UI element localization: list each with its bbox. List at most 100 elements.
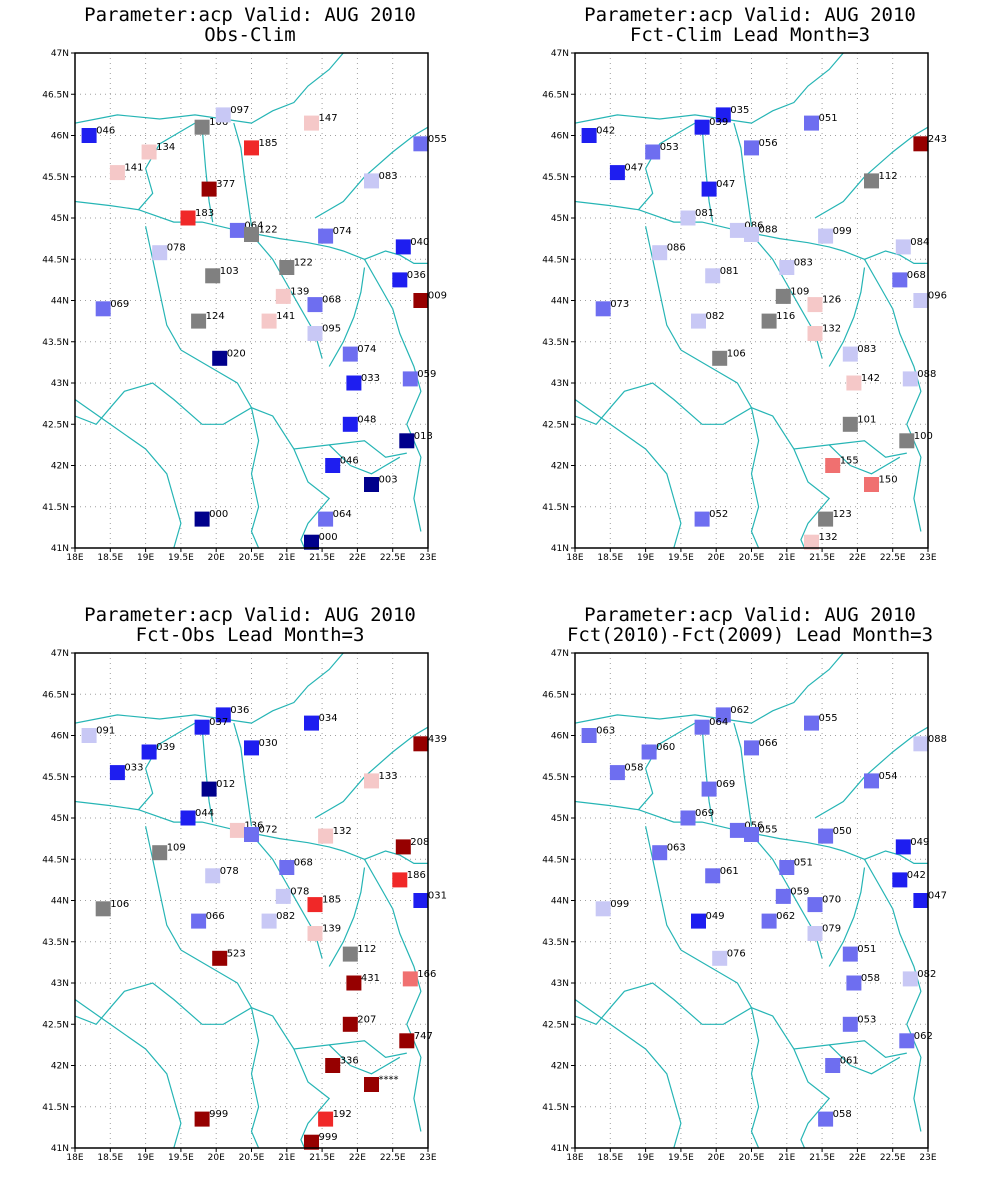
lat-tick-label: 41.5N xyxy=(42,503,69,513)
boundary-line xyxy=(638,209,928,264)
station-label: 132 xyxy=(333,826,352,837)
panel-2-title-line2: Fct-Clim Lead Month=3 xyxy=(629,24,871,46)
station-marker xyxy=(779,260,795,275)
station-label: 046 xyxy=(340,456,359,467)
lat-tick-label: 46.5N xyxy=(42,690,69,700)
station-label: 051 xyxy=(794,858,813,869)
lat-tick-label: 43N xyxy=(51,379,69,389)
station-label: 126 xyxy=(822,295,841,306)
station-marker xyxy=(275,888,291,904)
station-marker xyxy=(180,210,196,226)
station-marker xyxy=(807,326,823,341)
station-label: 063 xyxy=(667,843,686,854)
station-marker xyxy=(691,313,706,329)
boundary-line xyxy=(750,407,760,548)
lon-tick-label: 21.5E xyxy=(809,1153,835,1163)
station-marker xyxy=(109,165,125,181)
boundary-line xyxy=(828,1044,901,1075)
station-label: 078 xyxy=(220,866,239,877)
station-label: 047 xyxy=(716,179,735,190)
station-label: 377 xyxy=(216,179,235,190)
station-label: 439 xyxy=(428,734,447,745)
lat-tick-label: 45.5N xyxy=(542,773,569,783)
lon-tick-label: 21E xyxy=(778,553,795,563)
station-label: 069 xyxy=(695,808,714,819)
station-marker xyxy=(913,736,929,752)
station-marker xyxy=(680,210,696,226)
station-marker xyxy=(902,971,918,987)
boundary-line xyxy=(251,1007,407,1058)
station-label: 074 xyxy=(357,344,376,355)
lat-tick-label: 46N xyxy=(51,732,69,742)
station-label: 082 xyxy=(917,969,936,980)
lon-tick-label: 22.5E xyxy=(880,1153,906,1163)
station-label: 091 xyxy=(96,726,115,737)
station-label: 081 xyxy=(720,266,739,277)
station-marker xyxy=(191,313,207,329)
station-marker xyxy=(392,872,408,888)
lat-tick-label: 44N xyxy=(551,897,569,907)
station-label: 112 xyxy=(879,171,898,182)
boundary-line xyxy=(575,653,844,724)
station-label: 055 xyxy=(759,825,778,836)
station-label: 040 xyxy=(410,237,429,248)
boundary-line xyxy=(814,726,928,819)
station-label: 003 xyxy=(379,475,398,486)
station-marker xyxy=(307,326,323,341)
station-label: 086 xyxy=(667,243,686,254)
lat-tick-label: 43.5N xyxy=(42,938,69,948)
station-label: 122 xyxy=(294,258,313,269)
station-marker xyxy=(180,810,196,826)
station-label: 122 xyxy=(259,225,278,236)
lat-tick-label: 46N xyxy=(551,132,569,142)
lon-tick-label: 21.5E xyxy=(309,1153,335,1163)
station-marker xyxy=(807,926,823,941)
lon-tick-label: 19.5E xyxy=(168,553,194,563)
station-marker xyxy=(729,822,745,838)
station-marker xyxy=(191,913,207,929)
station-marker xyxy=(864,173,879,189)
station-marker xyxy=(705,268,721,284)
lon-tick-label: 19E xyxy=(637,1153,654,1163)
station-label: 133 xyxy=(379,771,398,782)
station-marker xyxy=(346,975,362,991)
station-marker xyxy=(609,765,625,781)
lon-tick-label: 18E xyxy=(66,1153,83,1163)
lat-tick-label: 47N xyxy=(51,649,69,659)
station-label: 088 xyxy=(759,225,778,236)
station-marker xyxy=(244,227,259,242)
station-label: 068 xyxy=(294,858,313,869)
station-label: 009 xyxy=(428,291,447,302)
boundary-line xyxy=(233,122,253,227)
station-label: 058 xyxy=(833,1109,852,1120)
boundary-line xyxy=(575,949,753,1026)
station-label: 000 xyxy=(209,509,228,520)
boundary-line xyxy=(575,122,696,211)
boundary-line xyxy=(863,859,922,1132)
station-marker xyxy=(652,245,668,261)
station-marker xyxy=(141,144,157,160)
station-label: 999 xyxy=(319,1132,338,1143)
station-label: 036 xyxy=(407,270,426,281)
station-label: 078 xyxy=(290,886,309,897)
station-label: 059 xyxy=(417,369,436,380)
lat-tick-label: 47N xyxy=(51,49,69,59)
lon-tick-label: 18.5E xyxy=(97,553,123,563)
station-label: 059 xyxy=(790,886,809,897)
station-label: 142 xyxy=(861,373,880,384)
station-label: 186 xyxy=(407,870,426,881)
station-label: 103 xyxy=(220,266,239,277)
station-marker xyxy=(694,119,710,135)
boundary-lines xyxy=(75,53,428,548)
station-marker xyxy=(701,181,717,197)
lon-tick-label: 22E xyxy=(349,553,366,563)
station-label: 132 xyxy=(822,324,841,335)
station-marker xyxy=(581,128,597,143)
station-marker xyxy=(895,239,911,255)
station-marker xyxy=(595,901,611,917)
station-label: 088 xyxy=(917,369,936,380)
boundary-line xyxy=(828,867,866,967)
lon-tick-label: 21E xyxy=(778,1153,795,1163)
lat-tick-label: 45N xyxy=(551,214,569,224)
